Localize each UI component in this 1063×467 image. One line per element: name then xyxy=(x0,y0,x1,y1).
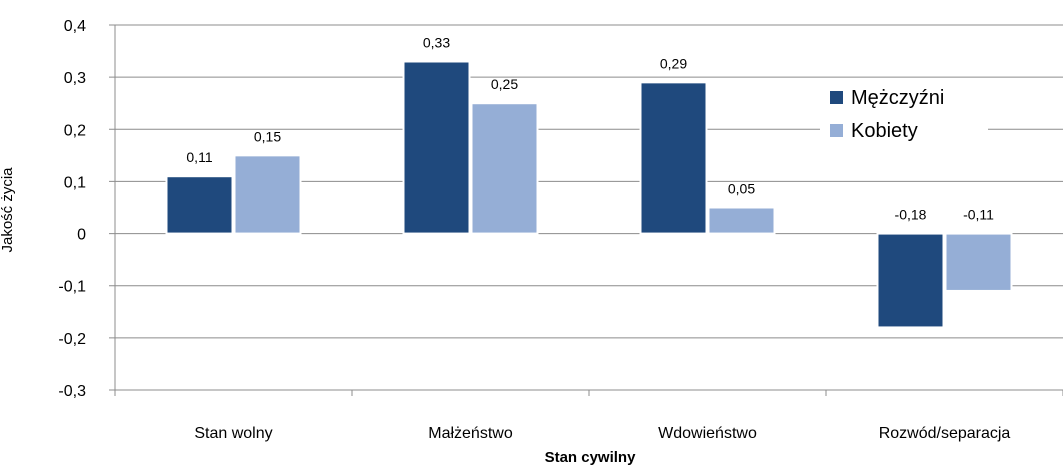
legend-label: Mężczyźni xyxy=(851,87,944,109)
x-axis-title: Stan cywilny xyxy=(545,449,637,466)
bar-men xyxy=(639,81,708,235)
bar-women xyxy=(470,102,539,235)
y-tick-label: -0,1 xyxy=(58,279,86,296)
y-tick-label: -0,2 xyxy=(58,331,86,348)
data-label: 0,15 xyxy=(254,128,281,144)
y-tick-label: 0 xyxy=(77,227,86,244)
y-tick-label: -0,3 xyxy=(58,383,86,400)
bars xyxy=(165,60,1013,329)
data-label: 0,33 xyxy=(423,35,450,51)
data-label: -0,11 xyxy=(963,207,994,223)
bar-men xyxy=(876,232,945,329)
legend-swatch xyxy=(830,124,843,137)
x-tick-label: Małżeństwo xyxy=(428,425,513,442)
legend-swatch xyxy=(830,91,843,104)
legend-background xyxy=(820,80,988,150)
legend-label: Kobiety xyxy=(851,120,918,142)
bar-men xyxy=(402,60,471,235)
y-axis-ticks: 0,4 0,3 0,2 0,1 0 -0,1 -0,2 -0,3 xyxy=(58,18,86,400)
data-label: 0,11 xyxy=(186,149,212,165)
x-tick-label: Stan wolny xyxy=(194,425,272,442)
x-tick-label: Rozwód/separacja xyxy=(879,425,1011,442)
data-label: 0,25 xyxy=(491,76,518,92)
y-tick-label: 0,3 xyxy=(64,70,86,87)
data-label: 0,05 xyxy=(728,181,755,197)
y-axis-title: Jakość życia xyxy=(0,167,16,253)
bar-men xyxy=(165,175,234,235)
legend: Mężczyźni Kobiety xyxy=(820,80,988,150)
x-axis: Stan wolny Małżeństwo Wdowieństwo Rozwód/se… xyxy=(114,390,1063,442)
y-tick-label: 0,1 xyxy=(64,174,86,191)
data-label: 0,29 xyxy=(660,55,687,71)
y-tick-label: 0,2 xyxy=(64,122,86,139)
bar-women xyxy=(233,154,302,235)
x-tick-label: Wdowieństwo xyxy=(658,425,757,442)
data-labels: 0,11 0,15 0,33 0,25 0,29 0,05 -0,18 -0,11 xyxy=(186,35,994,223)
bar-women xyxy=(944,232,1013,292)
bar-women xyxy=(707,206,776,235)
y-tick-label: 0,4 xyxy=(64,18,86,35)
data-label: -0,18 xyxy=(895,207,927,223)
